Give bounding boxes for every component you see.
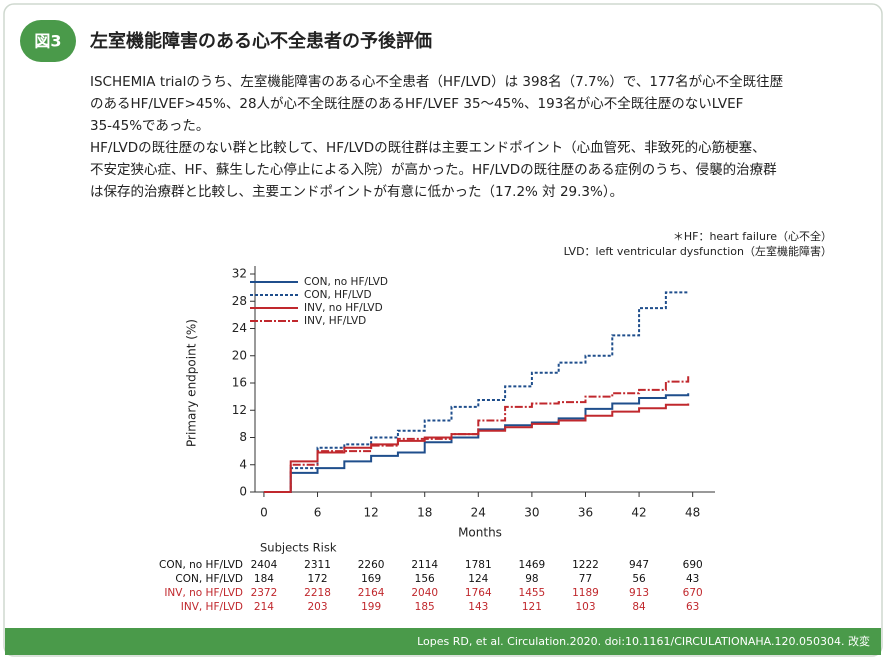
x-tick-label: 12: [363, 506, 378, 520]
risk-value: 2040: [411, 587, 438, 599]
y-tick-label: 20: [232, 348, 247, 362]
risk-value: 1222: [572, 559, 599, 571]
risk-value: 1764: [465, 587, 492, 599]
risk-value: 77: [579, 573, 592, 585]
risk-value: 124: [468, 573, 488, 585]
y-tick-label: 8: [239, 430, 247, 444]
y-tick-label: 28: [232, 294, 247, 308]
risk-value: 169: [361, 573, 381, 585]
body-line: HF/LVDの既往歴のない群と比較して、HF/LVDの既往群は主要エンドポイント…: [90, 139, 766, 156]
badge-text: 図3: [34, 32, 61, 51]
x-tick-label: 0: [260, 506, 268, 520]
body-line: のあるHF/LVEF>45%、28人が心不全既往歴のあるHF/LVEF 35～4…: [90, 95, 743, 112]
footer: Lopes RD, et al. Circulation.2020. doi:1…: [417, 634, 870, 648]
risk-value: 2260: [358, 559, 385, 571]
y-tick-label: 12: [232, 403, 247, 417]
risk-value: 98: [525, 573, 538, 585]
risk-value: 947: [629, 559, 649, 571]
x-tick-label: 18: [417, 506, 432, 520]
x-tick-label: 42: [631, 506, 646, 520]
y-tick-label: 4: [239, 457, 247, 471]
risk-value: 121: [522, 601, 542, 613]
risk-value: 214: [254, 601, 274, 613]
risk-value: 2218: [304, 587, 331, 599]
body-line: 不安定狭心症、HF、蘇生した心停止による入院）が高かった。HF/LVDの既往歴の…: [90, 161, 777, 178]
risk-value: 63: [686, 601, 699, 613]
risk-value: 2164: [358, 587, 385, 599]
risk-value: 1469: [519, 559, 546, 571]
body-line: は保存的治療群と比較し、主要エンドポイントが有意に低かった（17.2% 対 29…: [90, 183, 623, 200]
risk-value: 185: [415, 601, 435, 613]
card: [3, 3, 883, 657]
risk-value: 2372: [251, 587, 278, 599]
risk-value: 690: [683, 559, 703, 571]
risk-value: 84: [632, 601, 646, 613]
x-axis-label: Months: [458, 526, 502, 540]
risk-value: 203: [308, 601, 328, 613]
legend-label: CON, HF/LVD: [304, 289, 372, 301]
risk-title: Subjects Risk: [260, 541, 337, 555]
risk-row-name: CON, HF/LVD: [175, 573, 243, 585]
x-tick-label: 30: [524, 506, 539, 520]
risk-value: 1781: [465, 559, 492, 571]
note: ＊HF：heart failure（心不全）: [673, 229, 832, 243]
risk-value: 2311: [304, 559, 331, 571]
body-line: ISCHEMIA trialのうち、左室機能障害のある心不全患者（HF/LVD）…: [90, 73, 783, 90]
series-line: [263, 374, 690, 493]
legend-label: INV, no HF/LVD: [304, 302, 383, 314]
risk-value: 2404: [251, 559, 278, 571]
risk-value: 184: [254, 573, 274, 585]
x-tick-label: 48: [685, 506, 700, 520]
note: LVD：left ventricular dysfunction（左室機能障害）: [564, 244, 832, 258]
y-tick-label: 32: [232, 267, 247, 281]
title: 左室機能障害のある心不全患者の予後評価: [90, 30, 432, 52]
risk-row-name: INV, HF/LVD: [181, 601, 243, 613]
risk-value: 1455: [519, 587, 546, 599]
risk-row-name: CON, no HF/LVD: [159, 559, 243, 571]
footer-bar: [5, 628, 881, 655]
x-tick-label: 6: [314, 506, 322, 520]
series-line: [263, 403, 690, 493]
risk-value: 43: [686, 573, 699, 585]
risk-value: 2114: [411, 559, 438, 571]
risk-value: 199: [361, 601, 381, 613]
body-line: 35-45%であった。: [90, 118, 209, 134]
y-axis-label: Primary endpoint (%): [185, 319, 199, 447]
risk-value: 103: [575, 601, 595, 613]
x-tick-label: 36: [578, 506, 593, 520]
legend-label: CON, no HF/LVD: [304, 276, 388, 288]
risk-value: 670: [683, 587, 703, 599]
legend-label: INV, HF/LVD: [304, 315, 366, 327]
risk-value: 913: [629, 587, 649, 599]
risk-value: 1189: [572, 587, 599, 599]
y-tick-label: 16: [232, 376, 247, 390]
risk-value: 172: [308, 573, 328, 585]
x-tick-label: 24: [471, 506, 486, 520]
risk-value: 143: [468, 601, 488, 613]
y-tick-label: 24: [232, 321, 247, 335]
badge: [20, 20, 76, 62]
y-tick-label: 0: [239, 485, 247, 499]
risk-value: 156: [415, 573, 435, 585]
risk-value: 56: [632, 573, 646, 585]
risk-row-name: INV, no HF/LVD: [164, 587, 243, 599]
